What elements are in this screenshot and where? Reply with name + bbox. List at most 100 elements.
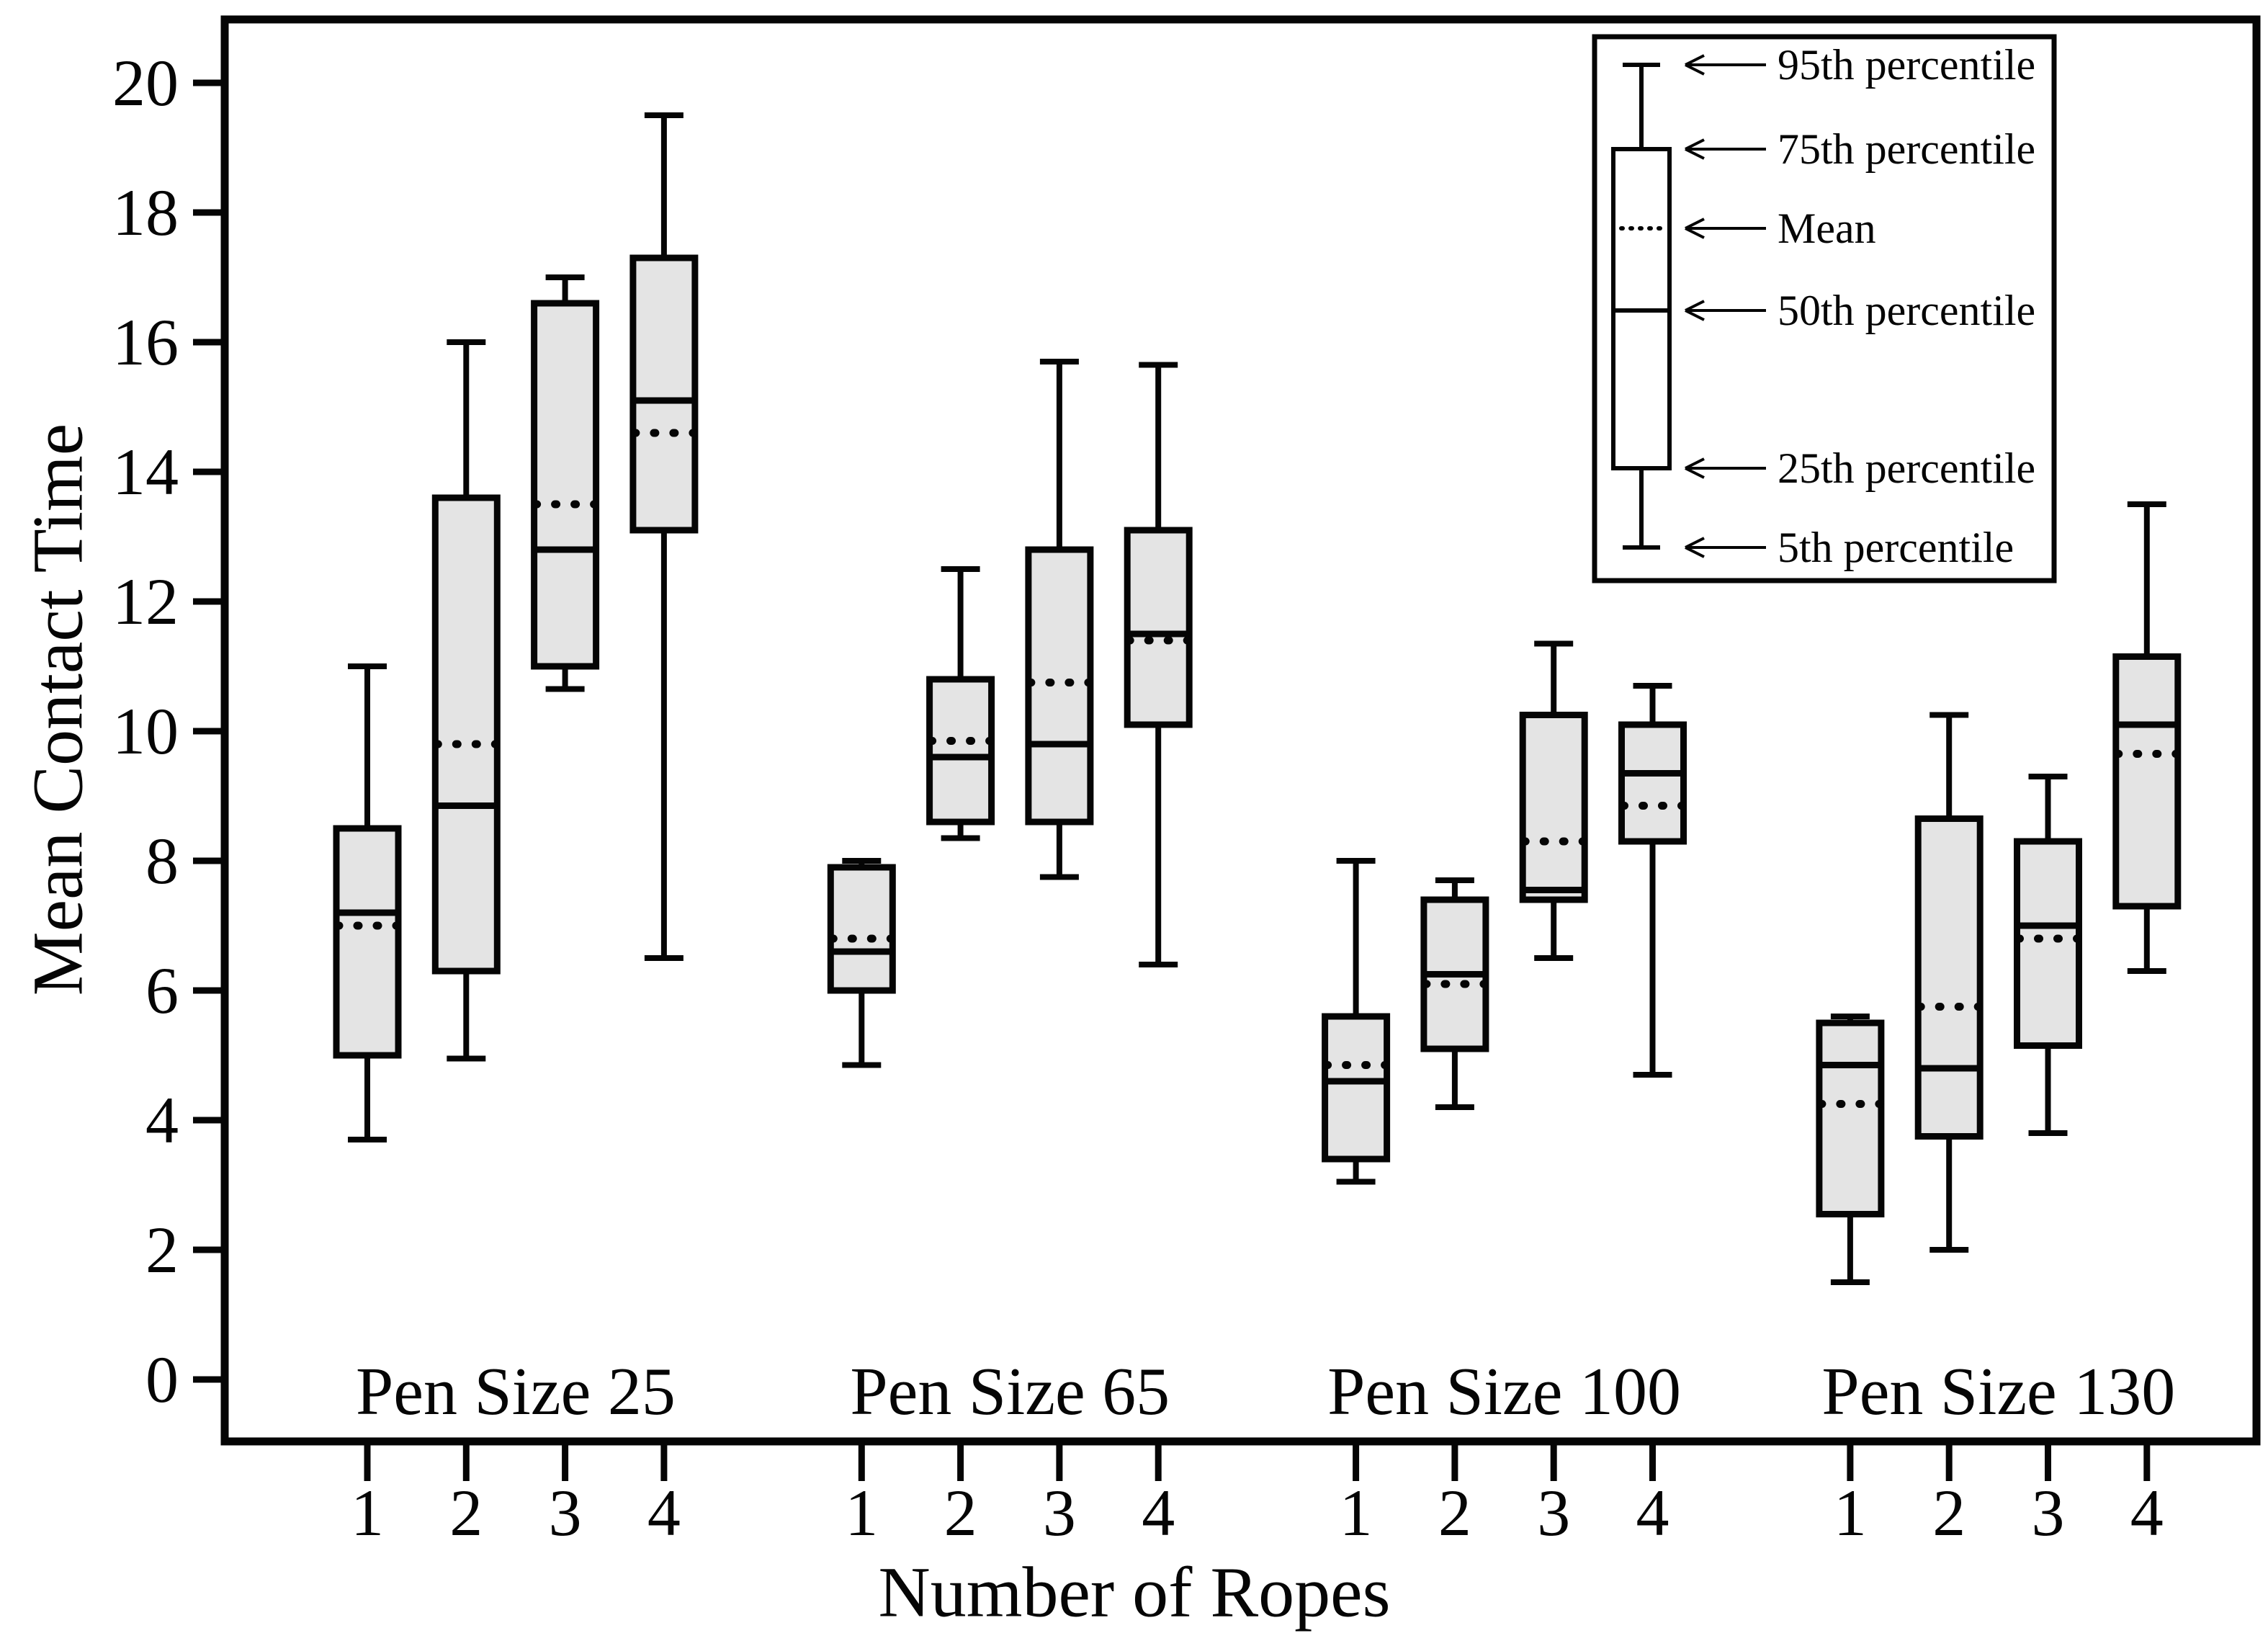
y-axis-tick-label: 4 <box>145 1083 179 1157</box>
rope-number-label: 2 <box>449 1476 483 1549</box>
arrow-head-lower <box>1685 227 1705 239</box>
arrow-head-upper <box>1685 300 1705 312</box>
box-whisker-plot <box>431 339 501 1062</box>
group-labels: Pen Size 25 Pen Size 65 Pen Size 100 Pen Si… <box>356 1354 2175 1429</box>
legend-entry: 25th percentile <box>1685 444 2035 492</box>
y-axis-tick-label: 14 <box>112 435 179 509</box>
arrow-head-upper <box>1685 54 1705 66</box>
legend-entry-label: 95th percentile <box>1778 41 2035 89</box>
box-whisker-plot <box>1618 683 1687 1078</box>
y-axis-tick-label: 2 <box>145 1213 179 1287</box>
left-arrow-icon <box>1685 537 1766 558</box>
rope-number-label: 1 <box>1834 1476 1867 1549</box>
iqr-box <box>431 494 501 975</box>
y-axis-tick-label: 0 <box>145 1343 179 1416</box>
iqr-box <box>827 864 896 994</box>
box-whisker-plot <box>1025 359 1094 880</box>
arrow-head-upper <box>1685 457 1705 470</box>
rope-number-label: 4 <box>2130 1476 2164 1549</box>
box-whisker-plot <box>1420 877 1489 1110</box>
iqr-box <box>1914 815 1984 1140</box>
box-whisker-plot <box>2112 501 2182 974</box>
rope-number-label: 1 <box>1340 1476 1373 1549</box>
iqr-box <box>1816 1019 1885 1217</box>
iqr-box <box>2112 653 2182 910</box>
box-whisker-plot <box>827 858 896 1068</box>
y-axis-tick-label: 12 <box>112 565 179 638</box>
box-whisker-plot <box>926 566 995 841</box>
iqr-box <box>1124 527 1193 728</box>
y-axis-tick-label: 16 <box>112 305 179 379</box>
left-arrow-icon <box>1685 300 1766 321</box>
pen-size-group-label: Pen Size 25 <box>356 1354 676 1429</box>
y-axis-tick-label: 20 <box>112 46 179 120</box>
legend-entry-label: 25th percentile <box>1778 444 2035 492</box>
box-whisker-plot <box>333 663 402 1142</box>
y-axis-tick-label: 8 <box>145 824 179 898</box>
box-whisker-plot <box>1322 858 1391 1185</box>
legend-entry: 95th percentile <box>1685 41 2035 89</box>
legend-entry: 50th percentile <box>1685 287 2035 334</box>
rope-number-label: 4 <box>1142 1476 1175 1549</box>
iqr-box <box>629 254 699 534</box>
box-whisker-plot <box>2014 774 2082 1136</box>
arrow-head-lower <box>1685 63 1705 76</box>
y-axis-tick-label: 18 <box>112 176 179 249</box>
rope-number-label: 3 <box>1043 1476 1076 1549</box>
rope-number-label: 1 <box>845 1476 878 1549</box>
pen-size-group-label: Pen Size 100 <box>1327 1354 1681 1429</box>
arrow-head-lower <box>1685 467 1705 479</box>
legend-entry-label: 5th percentile <box>1778 524 2014 571</box>
x-axis-ticks <box>364 1441 2151 1481</box>
left-arrow-icon <box>1685 54 1766 76</box>
iqr-box <box>1025 546 1094 826</box>
arrow-head-upper <box>1685 138 1705 151</box>
y-axis-tick-label: 10 <box>112 694 179 768</box>
legend-entry: 5th percentile <box>1685 524 2014 571</box>
pen-size-group-label: Pen Size 65 <box>850 1354 1170 1429</box>
rope-number-label: 4 <box>1636 1476 1669 1549</box>
rope-number-label: 2 <box>944 1476 977 1549</box>
rope-number-label: 2 <box>1438 1476 1471 1549</box>
legend-sample-boxplot <box>1611 63 1672 550</box>
x-axis-label: Number of Ropes <box>879 1552 1391 1632</box>
arrow-head-upper <box>1685 218 1705 230</box>
y-axis-ticks: 0 2 4 6 8 10 12 14 16 18 20 <box>112 46 225 1416</box>
legend-entry-label: 75th percentile <box>1778 125 2035 173</box>
left-arrow-icon <box>1685 457 1766 479</box>
iqr-box <box>1618 721 1687 845</box>
box-whisker-plot <box>531 274 600 692</box>
box-whisker-plot <box>1124 362 1193 967</box>
legend-entry: Mean <box>1685 205 1876 252</box>
iqr-box <box>926 676 995 826</box>
legend-entry: 75th percentile <box>1685 125 2035 173</box>
rope-number-label: 4 <box>647 1476 681 1549</box>
arrow-head-lower <box>1685 148 1705 160</box>
iqr-box <box>2014 838 2082 1049</box>
iqr-box <box>531 300 600 670</box>
left-arrow-icon <box>1685 138 1766 160</box>
iqr-box <box>1322 1013 1391 1163</box>
boxplot-series <box>333 112 2182 1285</box>
legend-entry-label: 50th percentile <box>1778 287 2035 334</box>
box-whisker-plot <box>1519 640 1588 961</box>
iqr-box <box>1519 712 1588 903</box>
legend-entry-label: Mean <box>1778 205 1876 252</box>
rope-number-label: 2 <box>1932 1476 1966 1549</box>
y-axis-tick-label: 6 <box>145 954 179 1027</box>
rope-number-label: 3 <box>2032 1476 2065 1549</box>
arrow-head-lower <box>1685 546 1705 558</box>
iqr-box <box>333 825 402 1059</box>
box-whisker-plot <box>1816 1014 1885 1285</box>
box-whisker-plot <box>629 112 699 961</box>
rope-number-label: 3 <box>1537 1476 1570 1549</box>
left-arrow-icon <box>1685 218 1766 239</box>
box-whisker-plot <box>1914 712 1984 1253</box>
rope-number-label: 1 <box>351 1476 384 1549</box>
y-axis-label: Mean Contact Time <box>18 424 98 996</box>
arrow-head-upper <box>1685 537 1705 549</box>
pen-size-group-label: Pen Size 130 <box>1821 1354 2175 1429</box>
